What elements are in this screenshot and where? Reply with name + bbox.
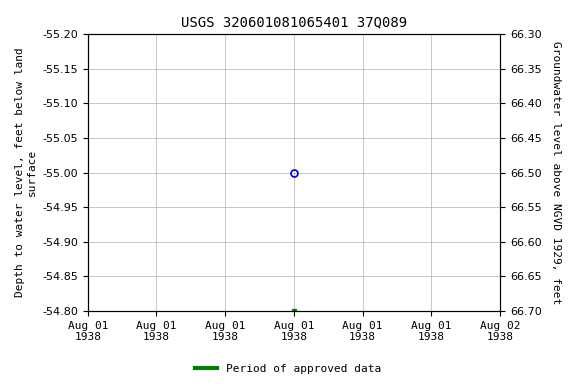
Y-axis label: Groundwater level above NGVD 1929, feet: Groundwater level above NGVD 1929, feet: [551, 41, 561, 304]
Y-axis label: Depth to water level, feet below land
surface: Depth to water level, feet below land su…: [15, 48, 37, 298]
Legend: Period of approved data: Period of approved data: [191, 359, 385, 379]
Title: USGS 320601081065401 37Q089: USGS 320601081065401 37Q089: [181, 15, 407, 29]
